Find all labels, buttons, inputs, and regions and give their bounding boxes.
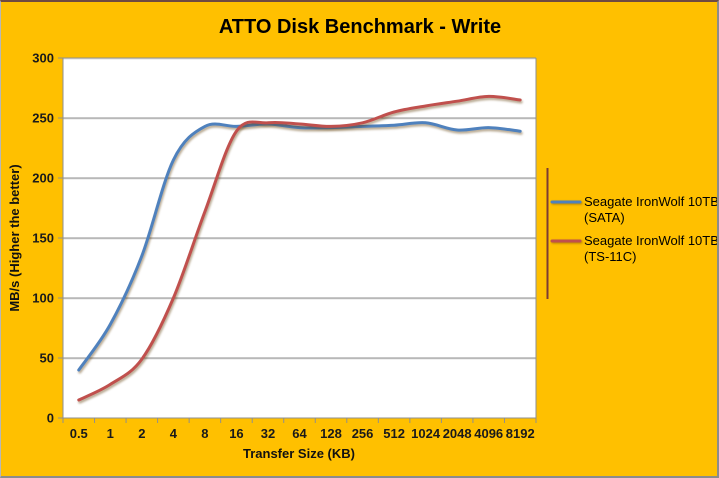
series-line-sata	[77, 121, 522, 372]
legend-label-line2: (SATA)	[584, 210, 625, 225]
y-tick-label: 0	[47, 411, 54, 426]
legend-label-line1: Seagate IronWolf 10TB	[584, 233, 719, 248]
x-tick-label: 16	[229, 426, 243, 441]
y-axis-title: MB/s (Higher the better)	[7, 164, 22, 311]
tick-marks	[58, 57, 537, 423]
y-tick-label: 300	[32, 51, 54, 66]
x-axis-tick-labels: 0.5 1 2 4 8 16 32 64 128 256 512 1024 2048 4096 8192	[70, 426, 535, 441]
legend: Seagate IronWolf 10TB(SATA)Seagate IronW…	[550, 194, 719, 264]
x-tick-label: 64	[292, 426, 307, 441]
x-tick-label: 2	[138, 426, 145, 441]
y-tick-label: 250	[32, 111, 54, 126]
chart-title: ATTO Disk Benchmark - Write	[219, 16, 501, 38]
y-tick-label: 150	[32, 231, 54, 246]
series-line-ts11c	[77, 94, 522, 402]
y-axis-tick-labels: 0 50 100 150 200 250 300	[32, 51, 54, 426]
x-tick-label: 8192	[506, 426, 535, 441]
series-lines	[77, 94, 522, 402]
x-tick-label: 8	[201, 426, 208, 441]
x-tick-label: 2048	[443, 426, 472, 441]
y-tick-label: 100	[32, 291, 54, 306]
legend-entry-sata: Seagate IronWolf 10TB(SATA)	[550, 194, 719, 225]
x-axis-title: Transfer Size (KB)	[243, 446, 355, 461]
x-tick-label: 1	[107, 426, 114, 441]
x-tick-label: 32	[261, 426, 275, 441]
legend-label-line1: Seagate IronWolf 10TB	[584, 194, 719, 209]
y-tick-label: 200	[32, 171, 54, 186]
x-tick-label: 0.5	[70, 426, 88, 441]
x-tick-label: 4096	[474, 426, 503, 441]
x-tick-label: 1024	[411, 426, 441, 441]
x-tick-label: 512	[383, 426, 405, 441]
x-tick-label: 256	[352, 426, 374, 441]
legend-label-line2: (TS-11C)	[584, 249, 636, 264]
x-tick-label: 4	[170, 426, 178, 441]
y-tick-label: 50	[40, 351, 54, 366]
legend-entry-ts11c: Seagate IronWolf 10TB(TS-11C)	[550, 233, 719, 264]
x-tick-label: 128	[320, 426, 342, 441]
